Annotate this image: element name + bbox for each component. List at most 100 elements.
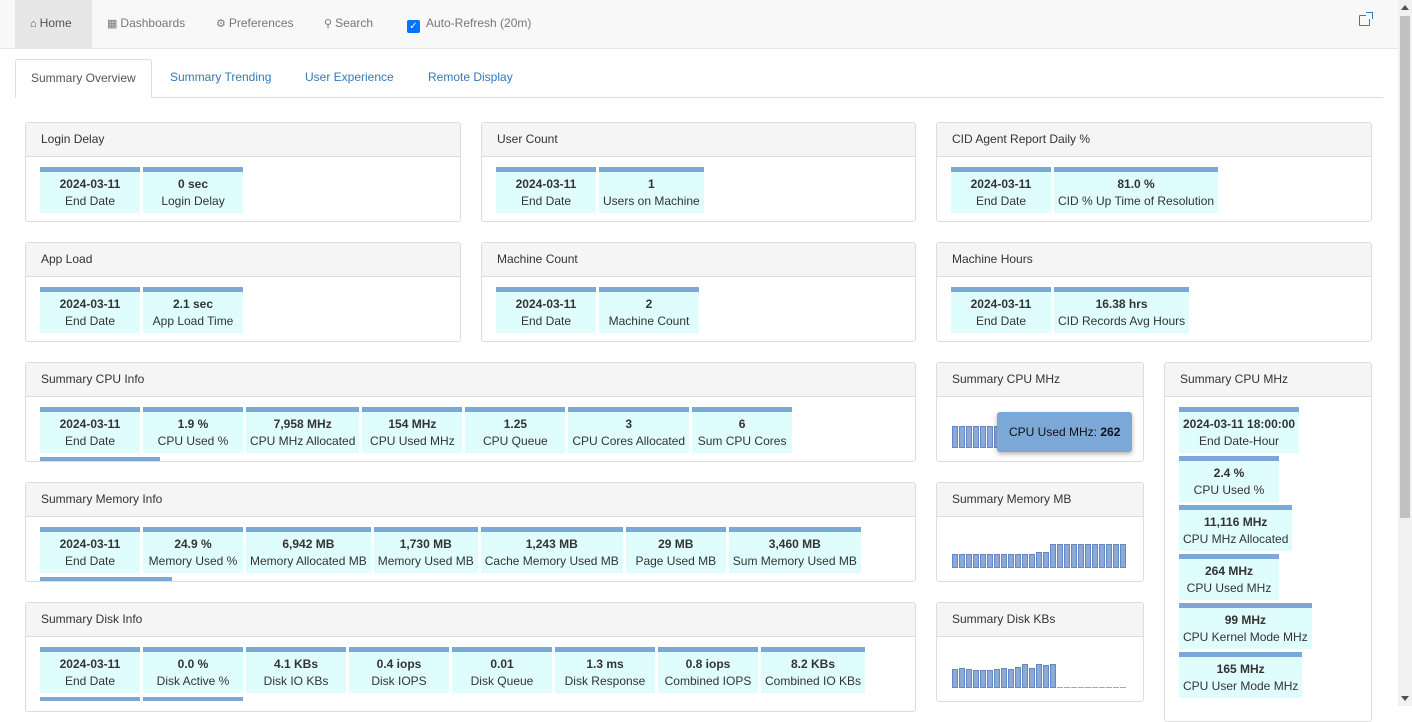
panel-machine-count: Machine Count 2024-03-11 End Date 2 Machin… bbox=[481, 242, 916, 342]
metric-end-date: 2024-03-11 End Date bbox=[496, 287, 596, 333]
metric-memory-used: 1,730 MB Memory Used MB bbox=[373, 527, 478, 573]
metric-disk-queue: 0.01 Disk Queue bbox=[452, 647, 552, 693]
vertical-scrollbar[interactable] bbox=[1398, 0, 1412, 706]
sparkline-bar bbox=[966, 669, 972, 688]
panel-summary-memory-info: Summary Memory Info 2024-03-11 End Date 2… bbox=[25, 482, 916, 582]
metric-memory-allocated: 6,942 MB Memory Allocated MB bbox=[246, 527, 371, 573]
nav-search[interactable]: ⚲ Search bbox=[324, 0, 373, 49]
panel-title: Machine Hours bbox=[937, 243, 1371, 277]
sparkline-bar bbox=[1106, 687, 1112, 688]
tab-user-experience[interactable]: User Experience bbox=[305, 70, 394, 84]
metric-users-on-machine: 1 Users on Machine bbox=[599, 167, 704, 213]
panel-cid-agent: CID Agent Report Daily % 2024-03-11 End D… bbox=[936, 122, 1372, 222]
panel-app-load: App Load 2024-03-11 End Date 2.1 sec App L… bbox=[25, 242, 461, 342]
panel-title: Summary Memory MB bbox=[937, 483, 1143, 517]
sparkline-bar bbox=[1092, 687, 1098, 688]
sparkline-bar bbox=[1113, 687, 1119, 688]
scroll-down-arrow-icon[interactable] bbox=[1401, 696, 1409, 701]
panel-title: User Count bbox=[482, 123, 915, 157]
sparkline-bar bbox=[1015, 554, 1021, 568]
sparkline-bar bbox=[1001, 554, 1007, 568]
sparkline-bar bbox=[980, 670, 986, 688]
sparkline-bar bbox=[959, 554, 965, 568]
metric-login-delay: 0 sec Login Delay bbox=[143, 167, 243, 213]
search-icon: ⚲ bbox=[324, 18, 333, 30]
sparkline-bar bbox=[952, 426, 958, 448]
sparkline-bar bbox=[1120, 687, 1126, 688]
metric-row: 2024-03-11 End Date 0.0 % Disk Active % 4.… bbox=[40, 647, 866, 693]
metric-cpu-used-pct: 2.4 % CPU Used % bbox=[1179, 456, 1279, 502]
metric-end-date: 2024-03-11 End Date bbox=[40, 407, 140, 453]
sparkline-bar bbox=[973, 670, 979, 688]
auto-refresh-toggle[interactable]: ✓ Auto-Refresh (20m) bbox=[407, 0, 531, 49]
panel-summary-cpu-info: Summary CPU Info 2024-03-11 End Date 1.9 … bbox=[25, 362, 916, 462]
metric-end-date: 2024-03-11 End Date bbox=[40, 287, 140, 333]
nav-home[interactable]: ⌂ Home bbox=[15, 0, 92, 49]
panel-login-delay: Login Delay 2024-03-11 End Date 0 sec Logi… bbox=[25, 122, 461, 222]
metric-cpu-used-mhz: 264 MHz CPU Used MHz bbox=[1179, 554, 1279, 600]
top-navbar: ⌂ Home ▦ Dashboards ⚙ Preferences ⚲ Search ✓… bbox=[0, 0, 1398, 49]
row-underbar bbox=[40, 577, 172, 581]
sparkline-bar bbox=[966, 426, 972, 448]
home-icon: ⌂ bbox=[30, 18, 37, 30]
gear-icon: ⚙ bbox=[216, 18, 226, 30]
sparkline-bar bbox=[959, 426, 965, 448]
sparkline-bar bbox=[1085, 544, 1091, 568]
metric-cpu-used-pct: 1.9 % CPU Used % bbox=[143, 407, 243, 453]
sparkline-bar bbox=[1043, 665, 1049, 688]
metric-row: 2024-03-11 End Date 81.0 % CID % Up Time o… bbox=[951, 167, 1219, 213]
sparkline-bar bbox=[1057, 687, 1063, 688]
panel-title: CID Agent Report Daily % bbox=[937, 123, 1371, 157]
checkbox-checked-icon[interactable]: ✓ bbox=[407, 20, 420, 33]
nav-preferences[interactable]: ⚙ Preferences bbox=[216, 0, 294, 49]
sparkline-bar bbox=[1064, 687, 1070, 688]
metric-end-date: 2024-03-11 End Date bbox=[951, 167, 1051, 213]
panel-title: Summary CPU MHz bbox=[937, 363, 1143, 397]
metric-end-date-hour: 2024-03-11 18:00:00 End Date-Hour bbox=[1179, 407, 1300, 453]
panel-title: App Load bbox=[26, 243, 460, 277]
panel-title: Summary Disk Info bbox=[26, 603, 915, 637]
metric-machine-count: 2 Machine Count bbox=[599, 287, 699, 333]
metric-end-date: 2024-03-11 End Date bbox=[951, 287, 1051, 333]
metric-app-load-time: 2.1 sec App Load Time bbox=[143, 287, 243, 333]
panel-title: Machine Count bbox=[482, 243, 915, 277]
row-underbar bbox=[40, 697, 140, 701]
disk-sparkline[interactable] bbox=[952, 648, 1126, 688]
metric-disk-io-kbs: 4.1 KBs Disk IO KBs bbox=[246, 647, 346, 693]
sparkline-bar bbox=[959, 668, 965, 688]
sparkline-bar bbox=[1113, 544, 1119, 568]
metric-page-used: 29 MB Page Used MB bbox=[625, 527, 726, 573]
sparkline-bar bbox=[1043, 552, 1049, 568]
memory-sparkline[interactable] bbox=[952, 528, 1126, 568]
sparkline-bar bbox=[966, 554, 972, 568]
external-link-icon[interactable] bbox=[1359, 12, 1373, 26]
tab-summary-overview[interactable]: Summary Overview bbox=[15, 59, 152, 98]
sparkline-bar bbox=[987, 554, 993, 568]
sparkline-bar bbox=[1001, 668, 1007, 688]
metric-row: 2024-03-11 End Date 0 sec Login Delay bbox=[40, 167, 243, 213]
sparkline-bar bbox=[973, 426, 979, 448]
sparkline-bar bbox=[987, 670, 993, 688]
metric-row: 2024-03-11 End Date 24.9 % Memory Used % 6… bbox=[40, 527, 861, 573]
sparkline-bar bbox=[1029, 554, 1035, 568]
nav-dashboards[interactable]: ▦ Dashboards bbox=[107, 0, 185, 49]
panel-title: Summary Disk KBs bbox=[937, 603, 1143, 637]
sparkline-bar bbox=[952, 669, 958, 688]
sparkline-bar bbox=[1085, 687, 1091, 688]
sparkline-bar bbox=[1008, 554, 1014, 568]
metric-combined-io-kbs: 8.2 KBs Combined IO KBs bbox=[761, 647, 866, 693]
tab-remote-display[interactable]: Remote Display bbox=[428, 70, 513, 84]
metric-end-date: 2024-03-11 End Date bbox=[40, 527, 140, 573]
scroll-up-arrow-icon[interactable] bbox=[1401, 5, 1409, 10]
panel-summary-disk-info: Summary Disk Info 2024-03-11 End Date 0.0… bbox=[25, 602, 916, 712]
metric-row: 2024-03-11 End Date 2.1 sec App Load Time bbox=[40, 287, 243, 333]
metric-sum-cpu-cores: 6 Sum CPU Cores bbox=[692, 407, 793, 453]
tab-summary-trending[interactable]: Summary Trending bbox=[170, 70, 272, 84]
scroll-thumb[interactable] bbox=[1400, 16, 1410, 518]
sparkline-bar bbox=[1057, 544, 1063, 568]
sparkline-bar bbox=[1099, 544, 1105, 568]
row-underbar bbox=[143, 697, 243, 701]
metric-end-date: 2024-03-11 End Date bbox=[496, 167, 596, 213]
sparkline-bar bbox=[1071, 544, 1077, 568]
metric-sum-memory-used: 3,460 MB Sum Memory Used MB bbox=[728, 527, 861, 573]
